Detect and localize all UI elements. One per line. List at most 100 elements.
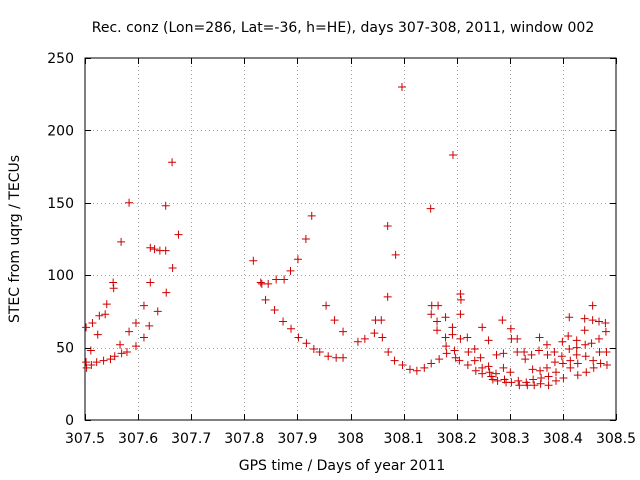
data-point <box>491 369 500 378</box>
data-point <box>530 381 539 390</box>
data-point <box>476 353 485 362</box>
data-point <box>478 323 487 332</box>
data-point <box>309 345 318 354</box>
data-point <box>293 255 302 264</box>
data-point <box>168 158 177 167</box>
x-tick-labels: 307.5 307.6 307.7 307.8 307.9 308 308.1 308.2 30… <box>65 431 636 447</box>
data-point <box>162 288 171 297</box>
data-point <box>426 204 435 213</box>
data-point <box>602 360 611 369</box>
data-point <box>492 350 501 359</box>
data-point <box>270 305 279 314</box>
data-point <box>448 330 457 339</box>
data-point <box>441 333 450 342</box>
data-point <box>470 356 479 365</box>
data-point <box>99 356 108 365</box>
data-point <box>589 363 598 372</box>
data-point <box>378 333 387 342</box>
data-point <box>601 318 610 327</box>
data-point <box>383 292 392 301</box>
data-point <box>580 326 589 335</box>
data-point <box>550 358 559 367</box>
data-point <box>339 327 348 336</box>
data-point <box>153 307 162 316</box>
data-point <box>101 310 110 319</box>
data-point <box>456 290 465 299</box>
data-point <box>131 318 140 327</box>
data-point <box>478 369 487 378</box>
data-point <box>596 359 605 368</box>
plot-frame <box>84 57 617 421</box>
y-tick-labels: 0 50 100 150 200 250 <box>47 51 74 429</box>
data-point <box>455 356 464 365</box>
data-point <box>543 350 552 359</box>
data-point <box>82 323 91 332</box>
data-point <box>565 345 574 354</box>
data-point <box>398 360 407 369</box>
data-point <box>110 352 119 361</box>
data-point <box>86 346 95 355</box>
data-point <box>125 327 134 336</box>
data-point <box>506 324 515 333</box>
data-point <box>405 365 414 374</box>
data-point <box>161 201 170 210</box>
data-point <box>279 317 288 326</box>
data-points <box>82 82 611 390</box>
data-point <box>353 337 362 346</box>
data-point <box>573 359 582 368</box>
data-point <box>301 235 310 243</box>
data-point <box>324 352 333 361</box>
data-point <box>572 343 581 352</box>
data-point <box>507 378 516 387</box>
data-point <box>302 339 311 348</box>
data-point <box>551 376 560 385</box>
data-point <box>470 345 479 354</box>
data-point <box>523 381 532 390</box>
data-point <box>131 342 140 351</box>
data-point <box>420 363 429 372</box>
data-point <box>398 82 407 91</box>
data-point <box>315 347 324 356</box>
data-point <box>122 347 131 356</box>
data-point <box>82 363 91 372</box>
data-point <box>471 366 480 375</box>
data-point <box>384 347 393 356</box>
data-point <box>558 337 567 346</box>
data-point <box>521 355 530 364</box>
data-point <box>513 334 522 343</box>
data-point <box>464 347 473 356</box>
data-point <box>588 301 597 310</box>
data-point <box>499 349 508 358</box>
data-point <box>456 295 465 304</box>
data-point <box>580 314 589 323</box>
y-tick-label: 50 <box>56 341 74 357</box>
x-tick-label: 308.2 <box>437 431 477 447</box>
data-point <box>595 334 604 343</box>
data-point <box>528 365 537 374</box>
data-point <box>360 334 369 343</box>
data-point <box>601 327 610 336</box>
data-point <box>109 278 118 287</box>
data-point <box>537 374 546 383</box>
data-point <box>448 323 457 332</box>
data-point <box>515 381 524 390</box>
data-point <box>566 363 575 372</box>
data-point <box>330 316 339 325</box>
data-point <box>514 376 523 385</box>
data-point <box>581 352 590 361</box>
data-point <box>383 221 392 230</box>
data-point <box>435 355 444 364</box>
data-point <box>294 333 303 342</box>
data-point <box>88 318 97 327</box>
data-point <box>146 278 155 287</box>
y-tick-label: 0 <box>65 413 74 429</box>
data-point <box>412 366 421 375</box>
x-tick-label: 308.3 <box>490 431 530 447</box>
data-point <box>493 376 502 385</box>
data-point <box>93 330 102 339</box>
y-tick-label: 250 <box>47 51 74 67</box>
chart-title: Rec. conz (Lon=286, Lat=-36, h=HE), days… <box>92 20 594 36</box>
data-point <box>587 339 596 348</box>
data-point <box>557 352 566 361</box>
